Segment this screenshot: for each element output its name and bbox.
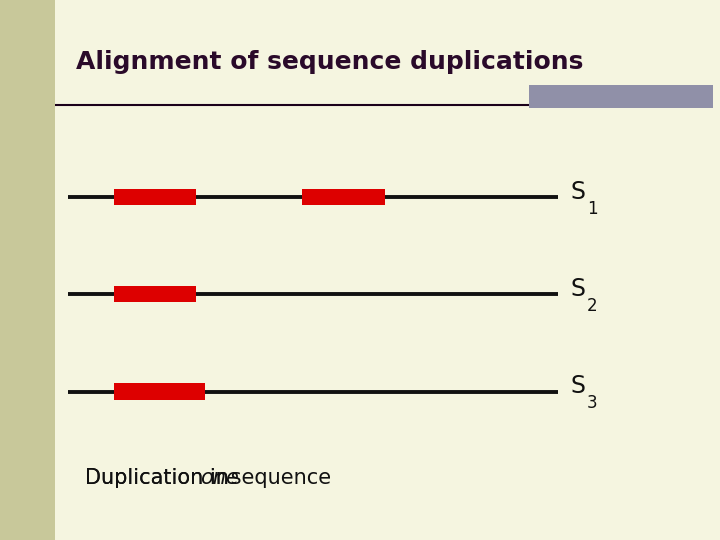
Text: Alignment of sequence duplications: Alignment of sequence duplications <box>76 50 583 74</box>
Bar <box>114 286 196 302</box>
Text: 2: 2 <box>587 297 598 315</box>
Text: 1: 1 <box>587 200 598 218</box>
Text: sequence: sequence <box>224 468 330 488</box>
Bar <box>302 189 385 205</box>
Text: one: one <box>200 468 239 488</box>
Text: Duplication in: Duplication in <box>85 468 235 488</box>
Text: S: S <box>571 180 586 204</box>
Text: 3: 3 <box>587 394 598 413</box>
Text: S: S <box>571 374 586 398</box>
Bar <box>0 0 55 540</box>
Text: Duplication in: Duplication in <box>85 468 235 488</box>
Bar <box>114 189 196 205</box>
Bar <box>529 85 713 108</box>
Text: S: S <box>571 277 586 301</box>
Bar <box>114 383 205 400</box>
